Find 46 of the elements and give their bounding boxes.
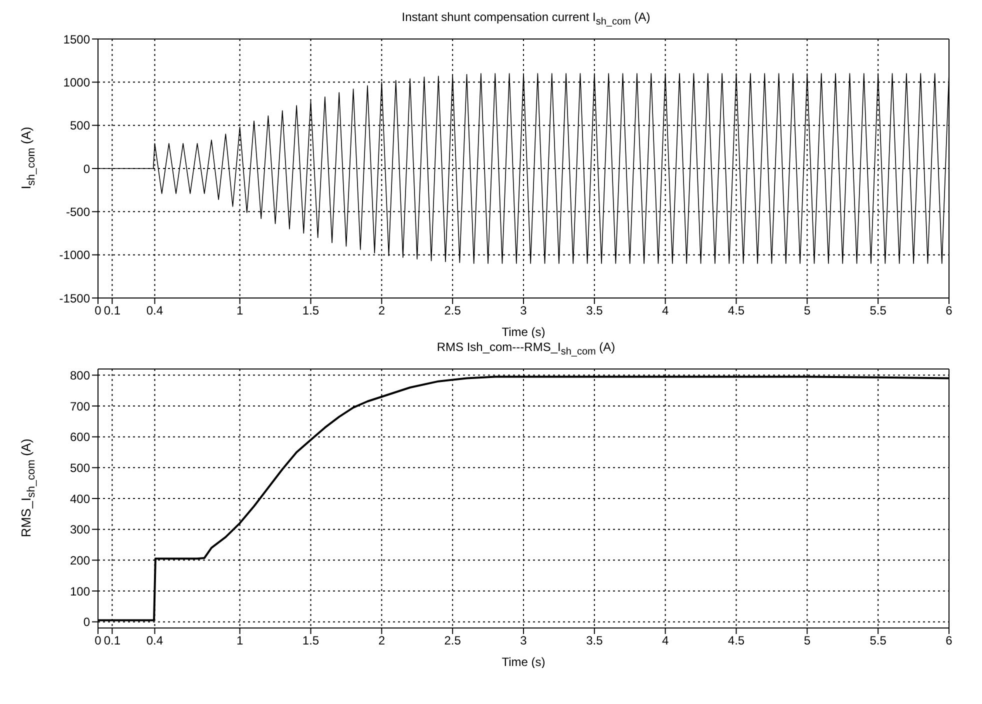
y-tick-label: 800 [70, 368, 90, 382]
x-tick-label: 0 [94, 304, 102, 318]
y-tick-label: 500 [70, 460, 90, 475]
x-tick-label: 3 [520, 634, 528, 648]
x-tick-label: 4 [662, 634, 669, 648]
y-tick-label: 0 [83, 615, 90, 630]
x-tick-label: 2.5 [444, 634, 462, 648]
y-tick-label: 500 [70, 118, 90, 133]
y-tick-label: 1000 [63, 75, 90, 90]
x-tick-label: 5 [804, 304, 811, 318]
y-tick-label: 300 [70, 522, 90, 537]
x-tick-label: 4 [662, 304, 669, 318]
y-tick-label: -1500 [59, 291, 90, 306]
x-tick-label: 2 [378, 634, 386, 648]
x-tick-label: 2 [378, 304, 386, 318]
y-tick-label: -500 [66, 204, 90, 219]
y-tick-label: -1000 [59, 248, 90, 262]
x-tick-label: 3.5 [586, 304, 604, 318]
x-tick-label: 4.5 [728, 634, 745, 648]
x-tick-label: 6 [946, 304, 953, 318]
x-tick-label: 4.5 [728, 304, 745, 318]
y-tick-label: 1500 [63, 32, 90, 46]
x-tick-label: 3.5 [586, 634, 604, 648]
x-tick-label: 0.1 [104, 634, 121, 648]
x-tick-label: 6 [946, 634, 953, 648]
y-tick-label: 0 [83, 162, 90, 176]
x-tick-label: 5.5 [870, 304, 887, 318]
x-tick-label: 5 [804, 634, 811, 648]
y-tick-label: 700 [70, 399, 90, 414]
x-tick-label: 0.1 [104, 304, 121, 318]
x-tick-label: 2.5 [444, 304, 462, 318]
x-tick-label: 0.4 [146, 634, 164, 648]
x-tick-label: 0 [94, 634, 102, 648]
x-tick-label: 5.5 [870, 634, 887, 648]
y-tick-label: 600 [70, 430, 90, 444]
y-tick-label: 200 [70, 553, 90, 568]
chart-title: Instant shunt compensation current I$_{sh_com}$ (A) [400, 10, 652, 28]
x-tick-label: 1 [236, 304, 244, 318]
x-tick-label: 1.5 [302, 304, 320, 318]
x-tick-label: 1.5 [302, 634, 320, 648]
x-tick-label: 0.4 [146, 304, 164, 318]
x-tick-label: 3 [520, 304, 528, 318]
y-tick-label: 400 [70, 492, 90, 506]
y-tick-label: 100 [70, 584, 90, 598]
chart-title: RMS Ish_com---RMS_I$_{sh_com}$ (A) [436, 340, 616, 358]
x-tick-label: 1 [236, 634, 244, 648]
